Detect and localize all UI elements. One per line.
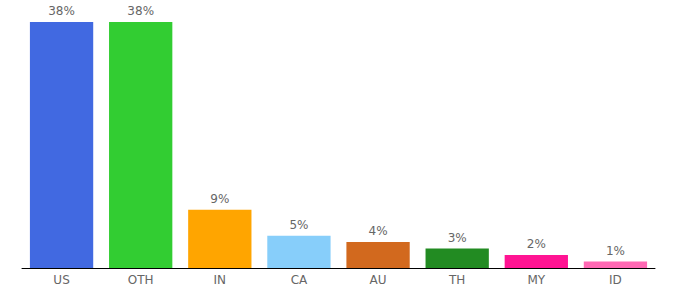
svg-text:AU: AU (370, 273, 387, 287)
svg-text:9%: 9% (210, 192, 229, 206)
svg-text:3%: 3% (448, 231, 467, 245)
svg-text:OTH: OTH (128, 273, 154, 287)
svg-text:38%: 38% (127, 4, 154, 18)
svg-text:5%: 5% (289, 218, 308, 232)
svg-text:IN: IN (214, 273, 227, 287)
svg-text:CA: CA (291, 273, 308, 287)
svg-text:2%: 2% (527, 237, 546, 251)
svg-text:1%: 1% (606, 244, 625, 258)
svg-text:ID: ID (609, 273, 622, 287)
svg-text:38%: 38% (48, 4, 75, 18)
svg-text:MY: MY (527, 273, 545, 287)
svg-text:US: US (53, 273, 69, 287)
svg-text:4%: 4% (369, 224, 388, 238)
svg-text:TH: TH (448, 273, 465, 287)
